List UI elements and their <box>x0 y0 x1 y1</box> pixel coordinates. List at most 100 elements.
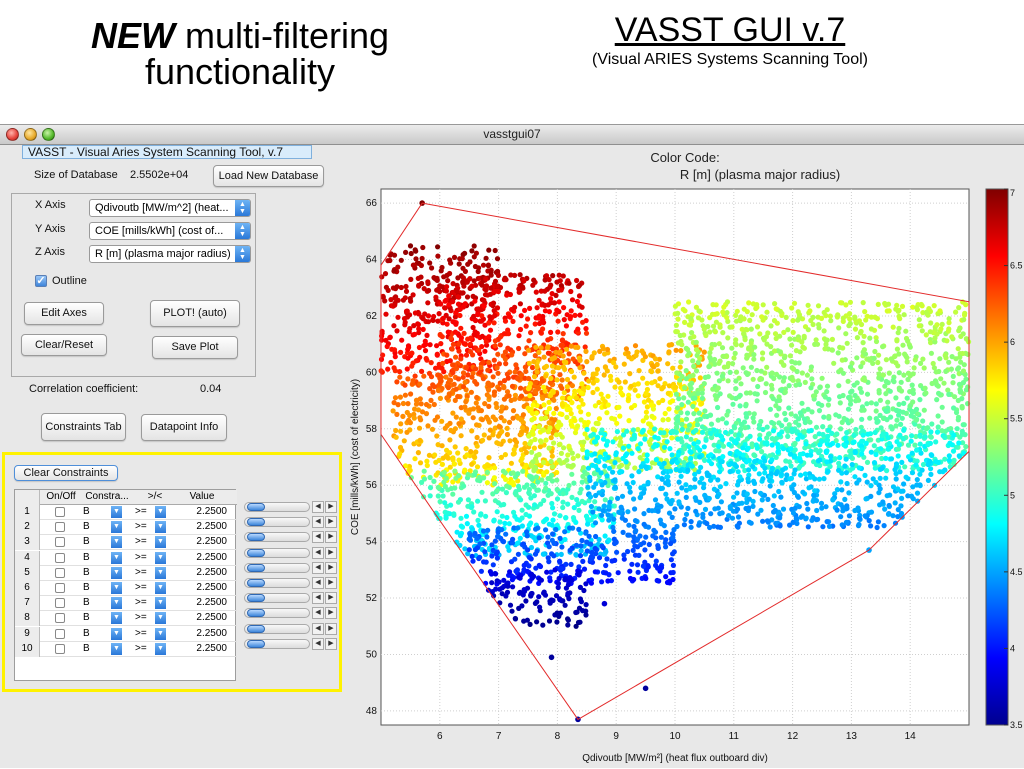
constraint-name[interactable]: B <box>83 582 90 593</box>
slider-left-arrow-icon[interactable]: ◀ <box>312 516 324 529</box>
slider-thumb[interactable] <box>247 609 265 618</box>
dropdown-arrow-icon[interactable]: ▼ <box>111 612 122 625</box>
x-axis-select[interactable]: Qdivoutb [MW/m^2] (heat... ▲ ▼ <box>89 199 251 217</box>
window-titlebar[interactable]: vasstgui07 <box>0 125 1024 145</box>
slider-left-arrow-icon[interactable]: ◀ <box>312 637 324 650</box>
slider-track[interactable] <box>244 578 310 588</box>
dropdown-arrow-icon[interactable]: ▼ <box>155 566 166 579</box>
constraint-slider[interactable]: ◀ ▶ <box>244 637 339 650</box>
dropdown-arrow-icon[interactable]: ▼ <box>155 582 166 594</box>
constraints-tab-button[interactable]: Constraints Tab <box>41 413 126 441</box>
slider-right-arrow-icon[interactable]: ▶ <box>325 607 337 620</box>
constraint-name[interactable]: B <box>83 551 90 563</box>
constraint-name[interactable]: B <box>83 566 90 578</box>
minimize-window-icon[interactable] <box>24 128 37 141</box>
slider-left-arrow-icon[interactable]: ◀ <box>312 607 324 620</box>
constraint-value[interactable]: 2.2500 <box>196 566 227 578</box>
slider-left-arrow-icon[interactable]: ◀ <box>312 592 324 605</box>
constraint-value[interactable]: 2.2500 <box>196 551 227 563</box>
dropdown-arrow-icon[interactable]: ▼ <box>111 536 122 549</box>
constraint-enable-checkbox[interactable] <box>55 522 65 533</box>
constraint-value[interactable]: 2.2500 <box>196 627 227 639</box>
slider-track[interactable] <box>244 608 310 619</box>
close-window-icon[interactable] <box>6 128 19 141</box>
constraint-value[interactable]: 2.2500 <box>196 536 227 548</box>
slider-track[interactable] <box>244 517 310 528</box>
constraint-operator[interactable]: >= <box>135 597 147 609</box>
slider-track[interactable] <box>244 593 310 604</box>
constraint-enable-checkbox[interactable] <box>55 507 65 517</box>
slider-thumb[interactable] <box>247 503 265 511</box>
slider-right-arrow-icon[interactable]: ▶ <box>325 577 337 589</box>
slider-right-arrow-icon[interactable]: ▶ <box>325 531 337 544</box>
constraint-name[interactable]: B <box>83 506 90 517</box>
outline-checkbox[interactable]: ✓ <box>35 275 47 287</box>
constraint-slider[interactable]: ◀ ▶ <box>244 592 339 605</box>
constraint-operator[interactable]: >= <box>135 551 147 563</box>
save-plot-button[interactable]: Save Plot <box>152 336 238 359</box>
dropdown-arrow-icon[interactable]: ▼ <box>155 612 166 625</box>
constraint-enable-checkbox[interactable] <box>55 552 65 563</box>
y-axis-select[interactable]: COE [mills/kWh] (cost of... ▲ ▼ <box>89 222 251 240</box>
slider-thumb[interactable] <box>247 518 265 527</box>
slider-thumb[interactable] <box>247 594 265 603</box>
constraint-value[interactable]: 2.2500 <box>196 582 227 593</box>
slider-thumb[interactable] <box>247 579 265 587</box>
header-constraint[interactable]: Constra... <box>85 491 129 502</box>
clear-reset-button[interactable]: Clear/Reset <box>21 334 107 356</box>
dropdown-arrow-icon[interactable]: ▼ <box>155 627 166 640</box>
constraint-enable-checkbox[interactable] <box>55 643 65 654</box>
dropdown-arrow-icon[interactable]: ▼ <box>111 627 122 640</box>
constraint-name[interactable]: B <box>83 597 90 609</box>
constraint-name[interactable]: B <box>83 627 90 639</box>
constraint-slider[interactable]: ◀ ▶ <box>244 501 339 513</box>
z-axis-select[interactable]: R [m] (plasma major radius) ▲ ▼ <box>89 245 251 263</box>
constraint-value[interactable]: 2.2500 <box>196 642 227 654</box>
dropdown-arrow-icon[interactable]: ▼ <box>111 597 122 610</box>
header-value[interactable]: Value <box>189 491 215 502</box>
dropdown-arrow-icon[interactable]: ▼ <box>155 642 166 655</box>
constraint-slider[interactable]: ◀ ▶ <box>244 607 339 620</box>
constraint-operator[interactable]: >= <box>135 521 147 533</box>
constraint-slider[interactable]: ◀ ▶ <box>244 531 339 544</box>
slider-left-arrow-icon[interactable]: ◀ <box>312 546 324 559</box>
constraint-name[interactable]: B <box>83 536 90 548</box>
constraint-operator[interactable]: >= <box>135 612 147 624</box>
dropdown-arrow-icon[interactable]: ▼ <box>155 521 166 534</box>
constraint-slider[interactable]: ◀ ▶ <box>244 516 339 529</box>
slider-thumb[interactable] <box>247 563 265 572</box>
slider-left-arrow-icon[interactable]: ◀ <box>312 501 324 513</box>
dropdown-arrow-icon[interactable]: ▼ <box>155 597 166 610</box>
constraint-value[interactable]: 2.2500 <box>196 612 227 624</box>
constraint-operator[interactable]: >= <box>135 627 147 639</box>
slider-left-arrow-icon[interactable]: ◀ <box>312 577 324 589</box>
slider-right-arrow-icon[interactable]: ▶ <box>325 592 337 605</box>
datapoint-info-button[interactable]: Datapoint Info <box>141 414 227 441</box>
dropdown-arrow-icon[interactable]: ▼ <box>155 536 166 549</box>
slider-thumb[interactable] <box>247 533 265 542</box>
constraint-value[interactable]: 2.2500 <box>196 597 227 609</box>
constraint-value[interactable]: 2.2500 <box>196 521 227 533</box>
slider-track[interactable] <box>244 502 310 512</box>
dropdown-arrow-icon[interactable]: ▼ <box>111 566 122 579</box>
constraint-slider[interactable]: ◀ ▶ <box>244 622 339 635</box>
slider-left-arrow-icon[interactable]: ◀ <box>312 561 324 574</box>
constraint-enable-checkbox[interactable] <box>55 537 65 548</box>
slider-right-arrow-icon[interactable]: ▶ <box>325 546 337 559</box>
slider-right-arrow-icon[interactable]: ▶ <box>325 516 337 529</box>
constraint-operator[interactable]: >= <box>135 582 147 593</box>
header-on-off[interactable]: On/Off <box>46 491 76 502</box>
constraint-enable-checkbox[interactable] <box>55 628 65 639</box>
load-database-button[interactable]: Load New Database <box>213 165 324 187</box>
slider-left-arrow-icon[interactable]: ◀ <box>312 531 324 544</box>
edit-axes-button[interactable]: Edit Axes <box>24 302 104 325</box>
header-operator[interactable]: >/< <box>147 491 163 502</box>
constraint-enable-checkbox[interactable] <box>55 598 65 609</box>
slider-track[interactable] <box>244 532 310 543</box>
plot-auto-button[interactable]: PLOT! (auto) <box>150 300 240 327</box>
slider-track[interactable] <box>244 638 310 649</box>
constraint-operator[interactable]: >= <box>135 506 147 517</box>
constraint-enable-checkbox[interactable] <box>55 613 65 624</box>
slider-thumb[interactable] <box>247 624 265 633</box>
dropdown-arrow-icon[interactable]: ▼ <box>111 551 122 564</box>
